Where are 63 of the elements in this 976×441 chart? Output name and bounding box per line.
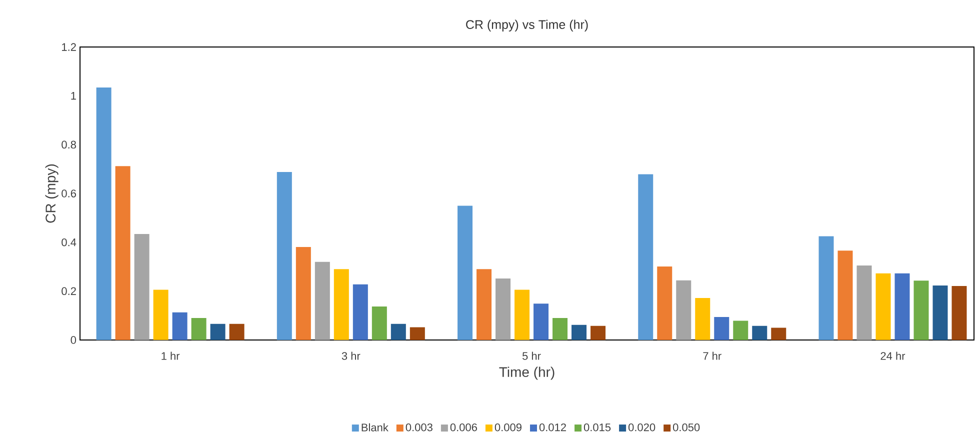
bar — [352, 284, 368, 340]
y-tick-label: 0.6 — [62, 190, 76, 198]
x-tick-label: 1 hr — [162, 352, 180, 360]
bar — [334, 269, 349, 340]
legend-label: 0.012 — [539, 423, 566, 432]
bar — [390, 324, 406, 340]
y-tick-label: 1 — [71, 92, 76, 100]
bar — [191, 318, 206, 340]
bar — [657, 266, 672, 340]
legend-label: 0.003 — [406, 423, 432, 432]
y-tick-label: 0.4 — [62, 238, 76, 246]
bar — [838, 250, 853, 340]
bar — [314, 262, 330, 340]
x-tick-label: 5 hr — [522, 352, 541, 360]
bar — [210, 324, 226, 340]
bar — [638, 174, 654, 340]
bar — [752, 326, 768, 340]
x-tick-label: 3 hr — [342, 352, 360, 360]
bar — [572, 324, 587, 340]
y-tick-label: 0.8 — [62, 140, 76, 149]
x-tick-label: 7 hr — [703, 352, 722, 360]
bar — [932, 286, 948, 340]
legend-label: 0.006 — [450, 423, 477, 432]
y-tick-label: 0.2 — [62, 287, 76, 296]
legend-label: 0.015 — [584, 423, 611, 432]
y-tick-label: 0 — [70, 336, 76, 344]
bar — [876, 273, 891, 340]
bar — [134, 234, 150, 340]
bar — [296, 246, 311, 340]
bar — [115, 166, 130, 340]
bar — [952, 286, 967, 340]
legend-label: Blank — [362, 423, 388, 432]
bar — [590, 326, 606, 340]
bar — [894, 273, 910, 340]
bar — [153, 290, 168, 340]
bar — [534, 304, 549, 340]
y-tick-label: 1.2 — [62, 43, 76, 51]
x-tick-label: 24 hr — [880, 352, 906, 360]
bar — [733, 320, 748, 340]
bar — [172, 312, 188, 340]
chart-title: CR (mpy) vs Time (hr) — [466, 20, 588, 32]
bar — [96, 88, 112, 340]
bar — [914, 280, 929, 340]
y-axis-title: CR (mpy) — [45, 164, 58, 223]
bar — [410, 327, 425, 340]
bar — [372, 306, 387, 340]
bar — [714, 317, 730, 340]
legend-label: 0.009 — [494, 423, 522, 432]
bar — [771, 328, 786, 340]
bar — [856, 266, 872, 340]
bar — [458, 206, 473, 340]
bar — [552, 318, 568, 340]
legend-label: 0.020 — [628, 423, 656, 432]
bar — [695, 298, 710, 340]
bar — [514, 290, 530, 340]
bar — [229, 324, 244, 340]
bar — [676, 280, 692, 340]
bar — [276, 172, 292, 340]
bar — [476, 269, 492, 340]
x-axis-title: Time (hr) — [499, 366, 554, 380]
bar — [496, 278, 511, 340]
bar — [818, 236, 834, 340]
legend-label: 0.050 — [673, 423, 700, 432]
